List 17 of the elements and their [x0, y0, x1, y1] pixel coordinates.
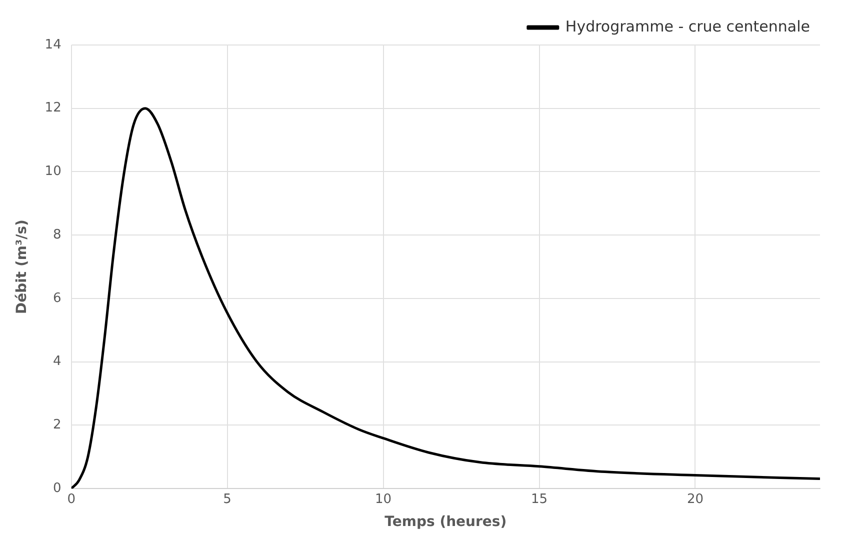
x-tick-label: 5	[223, 492, 232, 507]
y-tick-label: 10	[44, 164, 62, 180]
x-tick-label: 20	[686, 492, 704, 507]
y-tick-label: 14	[44, 37, 62, 52]
y-axis-title: Débit (m³/s)	[14, 220, 30, 314]
y-tick-label: 12	[44, 100, 62, 116]
x-tick-label: 0	[67, 492, 76, 507]
y-tick-label: 8	[53, 227, 62, 242]
y-tick-label: 2	[53, 418, 62, 433]
y-tick-label: 6	[53, 290, 62, 306]
legend-label: Hydrogramme - crue centennale	[565, 17, 810, 36]
x-tick-label: 15	[530, 492, 548, 507]
line-series	[71, 107, 820, 489]
y-tick-label: 4	[53, 354, 62, 370]
x-axis-title: Temps (heures)	[384, 514, 507, 530]
y-tick-label: 0	[53, 480, 62, 496]
x-tick-label: 10	[375, 492, 392, 507]
